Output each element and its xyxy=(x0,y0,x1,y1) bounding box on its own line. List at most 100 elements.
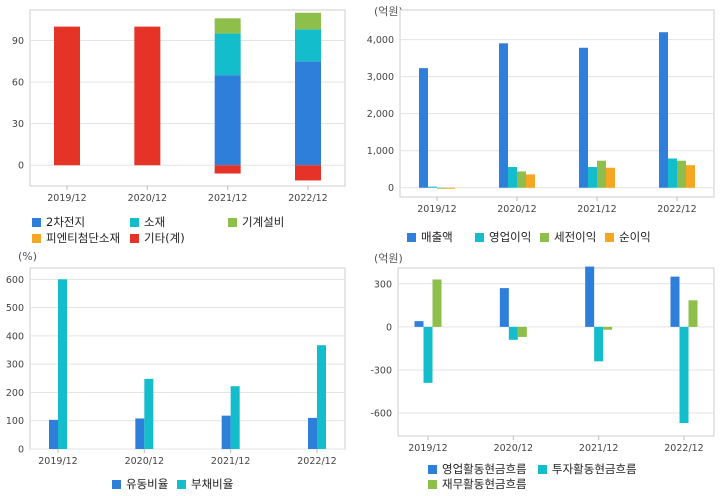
x-tick-label: 2020/12 xyxy=(128,193,167,204)
bar xyxy=(214,33,241,76)
y-tick-label: -600 xyxy=(370,409,392,420)
bar xyxy=(308,417,317,449)
chart-1-legend: 2차전지 소재 기계설비 피엔티첨단소재 기타(계) xyxy=(0,0,360,250)
x-tick-label: 2021/12 xyxy=(208,193,247,204)
legend-swatch xyxy=(32,218,41,227)
bar xyxy=(668,158,677,188)
legend-label: 소재 xyxy=(144,215,166,229)
bar xyxy=(679,326,689,424)
x-tick-label: 2019/12 xyxy=(417,204,456,215)
bar xyxy=(606,167,615,188)
legend-item: 기계설비 xyxy=(228,214,284,230)
y-tick-label: 0 xyxy=(18,161,24,172)
bar xyxy=(597,160,606,188)
chart-4-plot: -600 -300 0 300 2019/12 2020/12 2021/12 2022/12 xyxy=(370,266,715,454)
chart-2-plot: 0 1,000 2,000 3,000 4,000 2019/12 2020/12 2021/… xyxy=(367,9,715,215)
bar xyxy=(446,187,455,189)
bar xyxy=(144,378,154,449)
legend-label: 유동비율 xyxy=(126,477,169,491)
bar xyxy=(517,171,526,188)
y-tick-label: 600 xyxy=(6,275,24,286)
bar xyxy=(428,186,437,188)
y-tick-label: 400 xyxy=(6,331,24,342)
bar xyxy=(214,75,241,166)
legend-item: 유동비율 xyxy=(112,476,168,492)
y-tick-label: 0 xyxy=(18,445,24,456)
chart-3-unit-label: (%) xyxy=(18,250,38,263)
legend-label: 순이익 xyxy=(619,230,651,244)
legend-swatch xyxy=(130,218,139,227)
legend-item: 재무활동현금흐름 xyxy=(428,476,527,492)
legend-label: 매출액 xyxy=(421,230,453,244)
legend-swatch xyxy=(538,465,547,474)
bar xyxy=(499,288,509,327)
x-tick-label: 2020/12 xyxy=(125,456,164,467)
y-tick-label: 2,000 xyxy=(367,109,394,120)
x-tick-label: 2022/12 xyxy=(288,193,327,204)
bar xyxy=(317,345,326,449)
x-tick-label: 2021/12 xyxy=(577,204,616,215)
bar xyxy=(423,326,433,383)
y-tick-label: 300 xyxy=(6,360,24,371)
chart-2-unit-label: (억원) xyxy=(374,5,403,18)
bar xyxy=(135,418,145,449)
legend-label: 2차전지 xyxy=(46,215,86,229)
bar xyxy=(230,386,240,449)
legend-label: 피엔티첨단소재 xyxy=(46,231,121,245)
legend-item: 매출액 xyxy=(407,229,453,245)
chart-4-unit-label: (억원) xyxy=(374,252,403,265)
legend-swatch xyxy=(428,480,437,489)
legend-label: 영업이익 xyxy=(489,230,532,244)
x-tick-label: 2019/12 xyxy=(408,443,447,454)
y-tick-label: 60 xyxy=(12,78,24,89)
bar xyxy=(588,167,597,188)
bar xyxy=(603,326,613,330)
bar xyxy=(670,276,680,327)
y-tick-label: 1,000 xyxy=(367,146,394,157)
y-tick-label: 500 xyxy=(6,303,24,314)
plot-frame xyxy=(397,267,715,437)
bar xyxy=(508,326,518,340)
bar xyxy=(437,187,446,189)
bar xyxy=(579,47,588,188)
legend-label: 부채비율 xyxy=(191,477,234,491)
legend-swatch xyxy=(407,233,416,242)
bar xyxy=(432,279,442,327)
bar xyxy=(414,321,424,327)
legend-item: 기타(계) xyxy=(130,230,185,246)
bar xyxy=(594,326,604,362)
bar xyxy=(686,165,695,188)
legend-label: 세전이익 xyxy=(554,230,597,244)
legend-item: 영업이익 xyxy=(475,229,531,245)
legend-item: 부채비율 xyxy=(177,476,233,492)
legend-item: 영업활동현금흐름 xyxy=(428,461,527,477)
legend-item: 세전이익 xyxy=(540,229,596,245)
legend-swatch xyxy=(228,218,237,227)
legend-swatch xyxy=(540,233,549,242)
bar xyxy=(214,165,241,174)
chart-3-legend: 유동비율 부채비율 xyxy=(112,476,233,492)
legend-item: 2차전지 xyxy=(32,214,85,230)
bar xyxy=(295,61,321,166)
y-tick-label: 300 xyxy=(374,279,392,290)
legend-item: 피엔티첨단소재 xyxy=(32,230,120,246)
chart-2-legend: 매출액 영업이익 세전이익 순이익 xyxy=(407,229,651,245)
bar xyxy=(214,18,241,34)
y-tick-label: 0 xyxy=(386,322,392,333)
bar xyxy=(49,419,58,449)
bar xyxy=(517,326,527,337)
bar xyxy=(526,174,535,188)
x-tick-label: 2022/12 xyxy=(664,443,703,454)
bar xyxy=(221,415,231,449)
plot-frame xyxy=(29,9,346,187)
x-tick-label: 2019/12 xyxy=(47,193,86,204)
bar xyxy=(499,43,508,188)
y-tick-label: 200 xyxy=(6,388,24,399)
x-tick-label: 2020/12 xyxy=(497,204,536,215)
x-tick-label: 2020/12 xyxy=(494,443,533,454)
bar xyxy=(295,165,321,181)
chart-1-plot: 0 30 60 90 2019/12 2020/12 2021/12 2022/12 xyxy=(12,9,346,204)
plot-frame xyxy=(29,267,346,450)
y-tick-label: -300 xyxy=(370,365,392,376)
